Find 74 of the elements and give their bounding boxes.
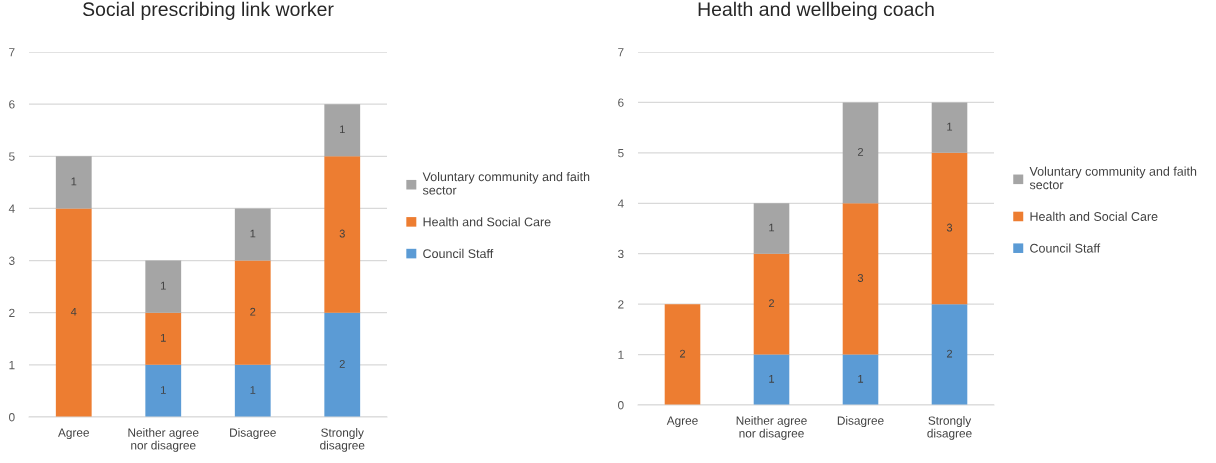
- y-tick-label: 4: [8, 204, 15, 213]
- data-label: 1: [858, 375, 864, 383]
- bar: [324, 312, 361, 417]
- legend-label: Health and Social Care: [1030, 211, 1158, 221]
- y-tick-label: 3: [9, 256, 15, 265]
- bar: [842, 354, 879, 405]
- x-tick-label: Strongly disagree: [320, 428, 365, 452]
- data-label: 1: [161, 334, 166, 342]
- data-label: 1: [769, 375, 775, 383]
- y-tick-label: 3: [618, 249, 624, 259]
- bar: [324, 156, 361, 313]
- chart-title: Social prescribing link worker: [83, 1, 334, 20]
- y-tick-label: 0: [618, 401, 624, 410]
- legend-label: Health and Social Care: [423, 217, 551, 227]
- bar: [931, 102, 968, 153]
- data-label: 1: [250, 386, 256, 394]
- bar: [145, 312, 182, 365]
- data-label: 1: [161, 386, 166, 394]
- bar: [931, 304, 968, 405]
- y-tick-label: 2: [9, 308, 15, 317]
- bar: [324, 104, 361, 157]
- data-label: 1: [71, 177, 77, 186]
- data-label: 3: [946, 223, 953, 232]
- data-label: 2: [857, 147, 864, 156]
- bar: [664, 304, 701, 405]
- y-tick-label: 6: [618, 98, 624, 107]
- data-label: 2: [679, 349, 686, 358]
- bar: [234, 260, 271, 365]
- data-label: 2: [250, 307, 256, 316]
- x-tick-label: Strongly disagree: [927, 416, 972, 440]
- y-tick-label: 5: [618, 149, 624, 158]
- data-label: 2: [339, 359, 345, 368]
- x-tick-label: Neither agree nor disagree: [128, 428, 199, 452]
- x-tick-label: Agree: [58, 428, 89, 440]
- data-label: 4: [70, 307, 77, 316]
- data-label: 3: [339, 229, 345, 238]
- x-tick-label: Disagree: [837, 416, 884, 428]
- bar: [234, 208, 271, 261]
- data-label: 2: [946, 349, 953, 358]
- bar: [234, 364, 271, 417]
- y-tick-label: 1: [618, 350, 624, 359]
- bar: [145, 364, 182, 417]
- data-label: 1: [161, 281, 166, 290]
- legend-label: Council Staff: [1030, 243, 1101, 253]
- legend-label: Voluntary community and faith sector: [422, 171, 590, 195]
- y-tick-label: 0: [9, 413, 15, 422]
- data-label: 1: [250, 229, 256, 238]
- legend-label: Voluntary community and faith sector: [1029, 166, 1197, 190]
- y-tick-label: 7: [9, 48, 15, 57]
- bar: [842, 102, 879, 204]
- data-label: 1: [769, 223, 775, 232]
- y-tick-label: 4: [617, 199, 624, 208]
- chart-title: Health and wellbeing coach: [698, 1, 934, 20]
- x-tick-label: Agree: [666, 416, 698, 428]
- x-tick-label: Disagree: [230, 428, 276, 440]
- bar: [931, 152, 968, 305]
- bar: [842, 203, 879, 355]
- legend-label: Council Staff: [423, 248, 494, 259]
- data-label: 3: [857, 274, 864, 282]
- data-label: 1: [947, 122, 953, 131]
- data-label: 1: [340, 125, 345, 134]
- y-tick-label: 7: [618, 48, 624, 57]
- y-tick-label: 5: [9, 152, 15, 161]
- bar: [753, 253, 790, 355]
- data-label: 2: [768, 299, 775, 308]
- x-tick-label: Neither agree nor disagree: [736, 416, 807, 440]
- bar: [55, 208, 92, 417]
- bar: [753, 354, 790, 405]
- y-tick-label: 6: [9, 100, 15, 109]
- y-tick-label: 2: [618, 300, 624, 309]
- bar: [753, 203, 790, 254]
- bar: [55, 156, 92, 209]
- y-tick-label: 1: [9, 361, 15, 370]
- bar: [145, 260, 182, 313]
